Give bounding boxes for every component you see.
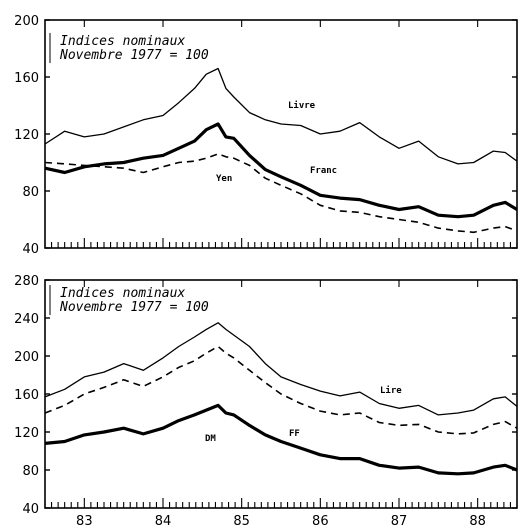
series-line-livre [44, 67, 518, 165]
y-tick-label: 200 [14, 350, 39, 365]
y-tick-label: 280 [14, 274, 39, 289]
y-tick-label: 160 [14, 71, 39, 86]
series-line-dm [44, 403, 518, 476]
series-line-ff [44, 345, 518, 435]
annotation-line: Novembre 1977 = 100 [59, 48, 209, 63]
bottom-chart: 40 80 120 160 200 240 280 Indices nominauxNovem… [14, 274, 518, 517]
annotation-line: Novembre 1977 = 100 [59, 300, 209, 315]
x-tick-label: 83 [76, 514, 93, 529]
y-tick-label: 120 [14, 426, 39, 441]
series-label-ff: FF [289, 429, 300, 439]
y-tick-label: 120 [14, 128, 39, 143]
x-tick-label: 88 [469, 514, 486, 529]
x-tick-label: 84 [155, 514, 172, 529]
series-line-yen [44, 153, 518, 234]
y-tick-label: 160 [14, 388, 39, 403]
annotation-line: Indices nominaux [60, 286, 185, 301]
x-axis-labels: 83 84 85 86 87 88 [76, 514, 486, 529]
y-tick-label: 80 [22, 185, 39, 200]
x-tick-label: 87 [391, 514, 408, 529]
series-label-dm: DM [205, 434, 216, 444]
y-tick-label: 200 [14, 14, 39, 29]
y-tick-label: 80 [22, 464, 39, 479]
y-tick-label: 40 [22, 502, 39, 517]
series-label-yen: Yen [216, 174, 232, 184]
y-tick-label: 240 [14, 312, 39, 327]
series-label-livre: Livre [288, 100, 316, 111]
y-tick-label: 40 [22, 242, 39, 257]
series-label-lire: Lire [380, 385, 402, 396]
series-line-franc [44, 122, 518, 219]
series-label-franc: Franc [310, 166, 337, 176]
annotation-line: Indices nominaux [60, 34, 185, 49]
series-line-lire [44, 322, 518, 416]
x-tick-label: 85 [233, 514, 250, 529]
x-tick-label: 86 [312, 514, 329, 529]
